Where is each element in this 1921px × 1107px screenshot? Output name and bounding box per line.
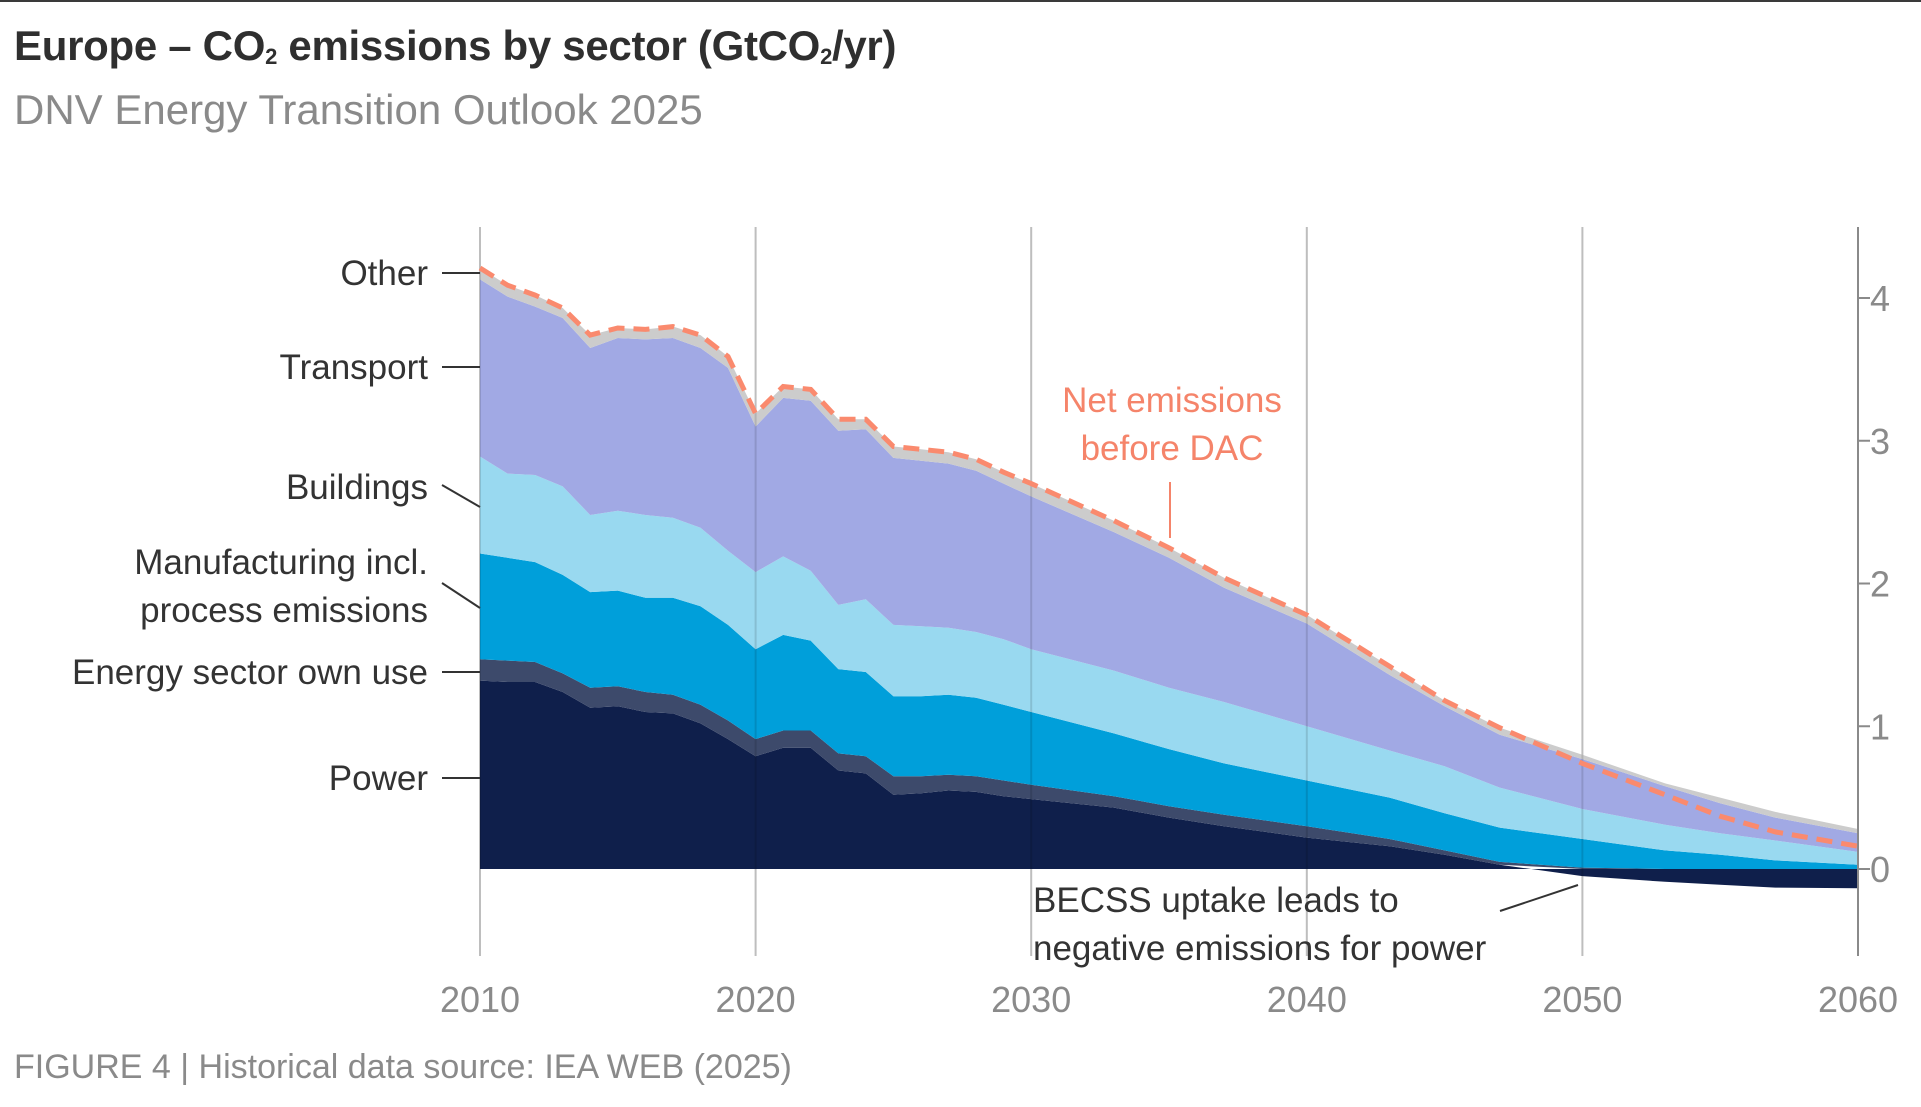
becss-annotation: BECSS uptake leads to negative emissions… <box>1033 881 1579 968</box>
y-tick-label-2: 2 <box>1870 564 1890 605</box>
x-tick-label-2050: 2050 <box>1542 979 1622 1020</box>
gridlines-overlay <box>479 227 1584 956</box>
label-manufacturing-line2: process emissions <box>140 591 428 630</box>
top-rule <box>0 0 1921 2</box>
net-emissions-annotation: Net emissions before DAC <box>1062 381 1282 538</box>
stacked-areas <box>480 268 1858 889</box>
x-tick-label-2060: 2060 <box>1818 979 1898 1020</box>
y-axis: 0 1 2 3 4 <box>1857 227 1890 956</box>
label-power: Power <box>329 759 429 798</box>
label-other: Other <box>340 254 428 293</box>
label-transport: Transport <box>280 348 429 387</box>
label-manufacturing-line1: Manufacturing incl. <box>134 543 428 582</box>
left-labels: Other Transport Buildings Manufacturing … <box>72 254 481 798</box>
area-power <box>480 680 1858 889</box>
y-tick-label-0: 0 <box>1870 849 1890 890</box>
x-tick-label-2020: 2020 <box>716 979 796 1020</box>
label-energy-own-use: Energy sector own use <box>72 653 428 692</box>
area-other <box>480 268 1858 834</box>
y-tick-label-4: 4 <box>1870 278 1890 319</box>
chart-title: Europe – CO2 emissions by sector (GtCO2/… <box>14 22 897 69</box>
label-buildings: Buildings <box>286 468 428 507</box>
x-tick-label-2040: 2040 <box>1267 979 1347 1020</box>
net-annotation-line1: Net emissions <box>1062 381 1282 420</box>
x-tick-label-2030: 2030 <box>991 979 1071 1020</box>
y-tick-label-1: 1 <box>1870 706 1890 747</box>
becss-annotation-leader <box>1499 884 1579 912</box>
leader-buildings <box>441 484 481 508</box>
leader-manufacturing <box>441 582 481 609</box>
area-transport <box>480 279 1858 852</box>
becss-annotation-line2: negative emissions for power <box>1033 929 1487 968</box>
chart-subtitle: DNV Energy Transition Outlook 2025 <box>14 86 703 133</box>
net-annotation-line2: before DAC <box>1081 429 1264 468</box>
x-axis-ticks: 2010 2020 2030 2040 2050 2060 <box>440 979 1898 1020</box>
becss-annotation-line1: BECSS uptake leads to <box>1033 881 1399 920</box>
x-tick-label-2010: 2010 <box>440 979 520 1020</box>
y-tick-label-3: 3 <box>1870 421 1890 462</box>
figure-caption: FIGURE 4 | Historical data source: IEA W… <box>14 1048 792 1086</box>
area-manufacturing <box>480 553 1858 869</box>
